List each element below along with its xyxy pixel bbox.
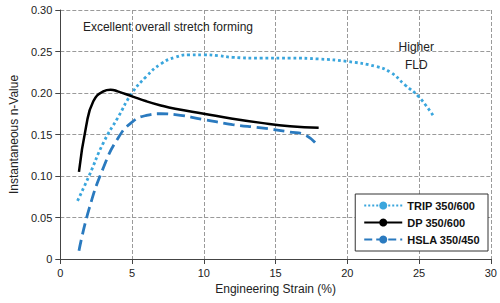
svg-text:0: 0 bbox=[46, 253, 52, 265]
svg-text:HSLA 350/450: HSLA 350/450 bbox=[407, 234, 479, 246]
svg-text:0.20: 0.20 bbox=[31, 87, 52, 99]
svg-text:0.15: 0.15 bbox=[31, 129, 52, 141]
svg-text:0.05: 0.05 bbox=[31, 212, 52, 224]
svg-text:15: 15 bbox=[269, 267, 281, 279]
svg-text:10: 10 bbox=[198, 267, 210, 279]
svg-text:TRIP 350/600: TRIP 350/600 bbox=[407, 200, 475, 212]
svg-text:20: 20 bbox=[341, 267, 353, 279]
svg-text:25: 25 bbox=[413, 267, 425, 279]
svg-text:DP 350/600: DP 350/600 bbox=[407, 217, 465, 229]
svg-text:0.10: 0.10 bbox=[31, 170, 52, 182]
svg-text:Excellent overall stretch form: Excellent overall stretch forming bbox=[83, 20, 253, 34]
svg-text:Instantaneous n-Value: Instantaneous n-Value bbox=[7, 75, 21, 195]
svg-text:5: 5 bbox=[129, 267, 135, 279]
svg-text:Engineering Strain (%): Engineering Strain (%) bbox=[215, 282, 336, 296]
svg-text:0.25: 0.25 bbox=[31, 46, 52, 58]
svg-text:0.30: 0.30 bbox=[31, 4, 52, 16]
svg-text:0: 0 bbox=[57, 267, 63, 279]
svg-text:Higher: Higher bbox=[399, 40, 434, 54]
svg-text:FLD: FLD bbox=[405, 58, 428, 72]
svg-text:30: 30 bbox=[485, 267, 497, 279]
